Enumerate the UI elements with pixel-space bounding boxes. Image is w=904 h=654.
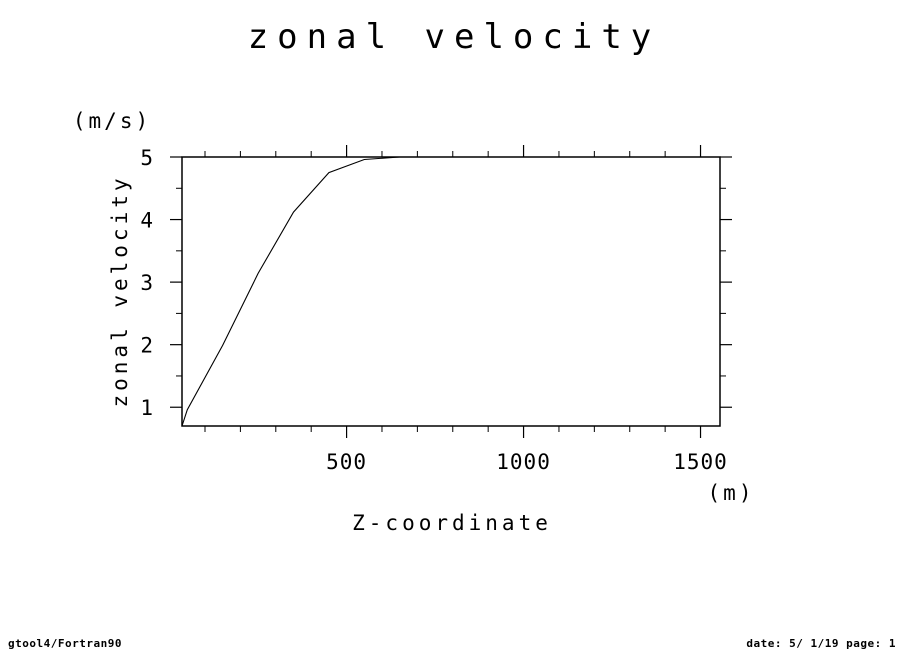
y-tick-label: 5 [140,146,154,170]
y-tick-label: 2 [140,334,154,358]
footer-right: date: 5/ 1/19 page: 1 [746,637,896,650]
x-axis-unit: (m) [708,481,755,505]
footer-left: gtool4/Fortran90 [8,637,122,650]
x-tick-label: 1500 [673,450,728,474]
axis-ticks: 500 1000 1500 1 2 3 4 5 [140,145,732,474]
y-tick-label: 3 [140,271,154,295]
series-line [181,156,719,427]
y-axis-unit: (m/s) [73,109,151,133]
y-tick-label: 4 [140,209,154,233]
y-axis-label: zonal velocity [108,174,132,407]
chart-title: zonal velocity [248,17,661,57]
series-layer [181,156,719,427]
y-tick-label: 1 [140,396,154,420]
x-axis-label: Z-coordinate [352,511,552,535]
plot-frame [181,156,721,427]
x-tick-label: 500 [326,450,367,474]
x-tick-label: 1000 [496,450,551,474]
